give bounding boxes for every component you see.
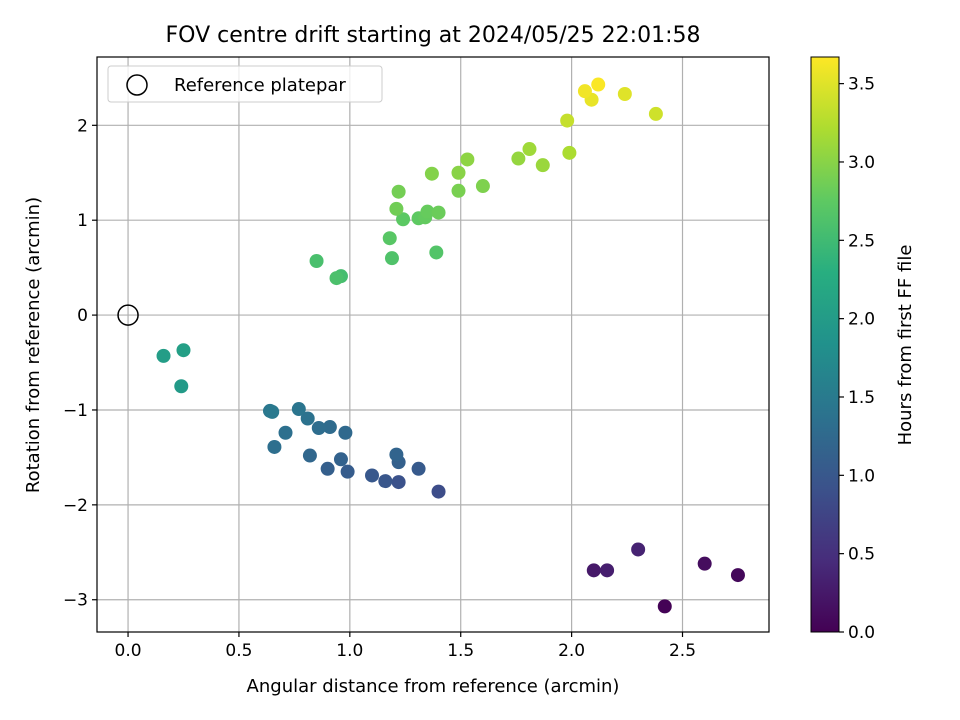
colorbar-tick-label: 2.5 xyxy=(848,231,875,251)
x-axis-title: Angular distance from reference (arcmin) xyxy=(247,676,620,697)
scatter-point xyxy=(657,599,672,614)
plot-frame xyxy=(96,56,770,633)
scatter-point xyxy=(431,205,446,220)
scatter-point xyxy=(333,452,348,467)
colorbar-title: Hours from first FF file xyxy=(895,245,916,446)
scatter-point xyxy=(511,151,526,166)
colorbar: 0.0 0.5 1.0 1.5 2.0 2.5 3.0 3.5 Hours from firs… xyxy=(810,56,916,643)
scatter-point xyxy=(265,404,280,419)
y-tick-label: 2 xyxy=(77,116,88,136)
scatter-point xyxy=(522,142,537,157)
scatter-point xyxy=(322,420,337,435)
colorbar-tick-label: 0.5 xyxy=(848,545,875,565)
scatter-point xyxy=(562,145,577,160)
x-tick-label: 1.0 xyxy=(336,641,363,661)
scatter-point xyxy=(424,166,439,181)
scatter-point xyxy=(451,165,466,180)
colorbar-tick-label: 2.0 xyxy=(848,310,875,330)
scatter-point xyxy=(389,201,404,216)
colorbar-tick-label: 0.0 xyxy=(848,623,875,643)
scatter-point xyxy=(300,411,315,426)
x-tick-label: 0.5 xyxy=(225,641,252,661)
scatter-point xyxy=(475,179,490,194)
scatter-point xyxy=(586,563,601,578)
colorbar-tick-label: 3.0 xyxy=(848,153,875,173)
scatter-point xyxy=(382,231,397,246)
reference-point-marker xyxy=(117,304,139,326)
x-axis-ticks: 0.0 0.5 1.0 1.5 2.0 2.5 xyxy=(115,632,696,661)
y-tick-label: 0 xyxy=(77,306,88,326)
y-axis-ticks: −3 −2 −1 0 1 2 xyxy=(63,116,97,611)
scatter-point xyxy=(174,379,189,394)
scatter-point xyxy=(365,468,380,483)
scatter-point xyxy=(267,439,282,454)
colorbar-tick-label: 3.5 xyxy=(848,75,875,95)
y-tick-label: 1 xyxy=(77,211,88,231)
scatter-point xyxy=(278,425,293,440)
scatter-point xyxy=(309,254,324,269)
scatter-point xyxy=(340,464,355,479)
scatter-point xyxy=(420,204,435,219)
colorbar-tick-label: 1.5 xyxy=(848,388,875,408)
scatter-point xyxy=(384,251,399,266)
legend: Reference platepar xyxy=(107,65,383,103)
scatter-point xyxy=(302,448,317,463)
scatter-point xyxy=(591,77,606,92)
y-axis-title: Rotation from reference (arcmin) xyxy=(23,197,44,493)
x-tick-label: 0.0 xyxy=(115,641,142,661)
scatter-point xyxy=(451,183,466,198)
scatter-point xyxy=(391,184,406,199)
y-tick-label: −3 xyxy=(63,591,88,611)
y-tick-label: −1 xyxy=(63,401,88,421)
scatter-point xyxy=(391,475,406,490)
data-points xyxy=(117,77,745,614)
scatter-point xyxy=(291,402,306,417)
scatter-point xyxy=(389,447,404,462)
scatter-point xyxy=(329,271,344,286)
scatter-point xyxy=(697,556,712,571)
scatter-point xyxy=(730,568,745,583)
scatter-point xyxy=(311,420,326,435)
y-tick-label: −2 xyxy=(63,496,88,516)
scatter-point xyxy=(648,106,663,121)
x-tick-label: 2.0 xyxy=(558,641,585,661)
scatter-point xyxy=(600,563,615,578)
legend-label: Reference platepar xyxy=(174,75,346,96)
scatter-point xyxy=(617,87,632,102)
colorbar-gradient xyxy=(810,56,840,633)
scatter-point xyxy=(429,245,444,260)
scatter-point xyxy=(577,84,592,99)
legend-box xyxy=(107,65,383,103)
scatter-point xyxy=(338,425,353,440)
scatter-point xyxy=(460,152,475,167)
scatter-point xyxy=(560,113,575,128)
scatter-point xyxy=(176,343,191,358)
scatter-point xyxy=(378,474,393,489)
scatter-point xyxy=(631,542,646,557)
x-tick-label: 2.5 xyxy=(669,641,696,661)
legend-reference-marker xyxy=(126,74,148,96)
x-tick-label: 1.5 xyxy=(447,641,474,661)
scatter-point xyxy=(431,484,446,499)
chart-title: FOV centre drift starting at 2024/05/25 … xyxy=(166,23,701,48)
scatter-point xyxy=(156,348,171,363)
colorbar-ticks: 0.0 0.5 1.0 1.5 2.0 2.5 3.0 3.5 xyxy=(839,75,875,643)
grid xyxy=(97,57,769,632)
scatter-point xyxy=(535,158,550,173)
colorbar-tick-label: 1.0 xyxy=(848,466,875,486)
scatter-point xyxy=(320,461,335,476)
scatter-point xyxy=(396,212,411,227)
scatter-point xyxy=(411,461,426,476)
